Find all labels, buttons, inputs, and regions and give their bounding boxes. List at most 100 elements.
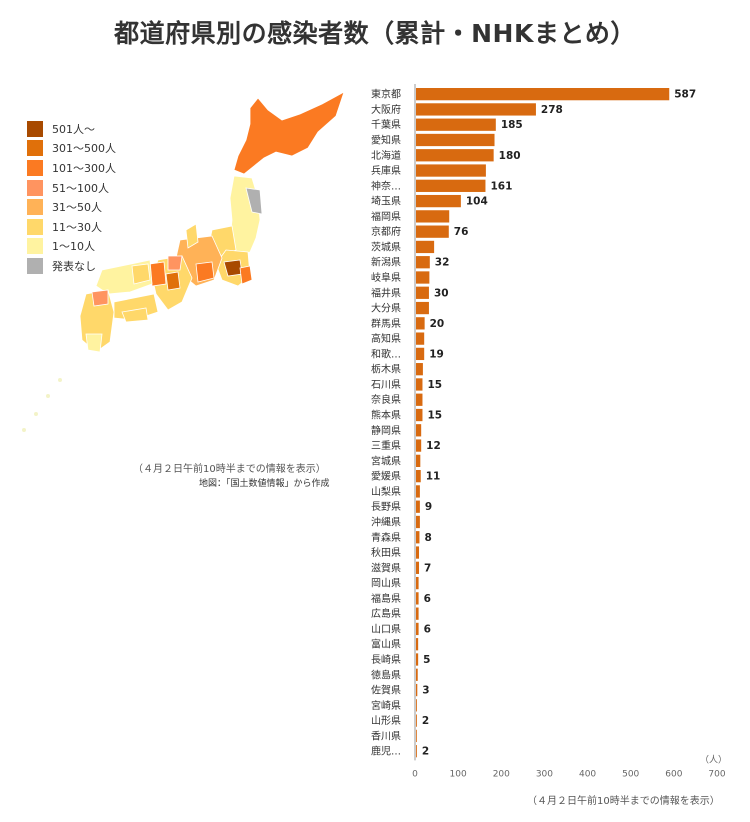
legend-swatch: [27, 199, 43, 216]
data-bar: [416, 133, 495, 147]
legend-swatch: [27, 257, 43, 274]
data-bar: [416, 271, 430, 284]
data-label: 2: [422, 746, 429, 758]
kochi-shape: [121, 307, 149, 323]
category-label: 栃木県: [371, 363, 401, 376]
okayama-shape: [131, 263, 151, 285]
category-label: 愛媛県: [371, 470, 401, 483]
data-bar: [416, 500, 420, 513]
legend-item: 発表なし: [27, 256, 116, 276]
category-label: 福岡県: [371, 210, 401, 223]
legend-label: 1～10人: [52, 240, 95, 254]
map-credit: 地図：「国土数値情報」から作成: [199, 479, 330, 489]
hokkaido-shape: [233, 91, 345, 175]
category-label: 沖縄県: [371, 515, 401, 528]
kyoto-shape: [167, 255, 183, 271]
data-bar: [416, 225, 449, 238]
legend-label: 501人～: [52, 122, 95, 136]
chart-note: （４月２日午前10時半までの情報を表示）: [527, 796, 720, 807]
category-label: 福島県: [371, 592, 401, 605]
category-label: 京都府: [371, 225, 401, 238]
data-label: 11: [426, 471, 441, 483]
category-label: 徳島県: [371, 668, 401, 681]
category-label: 滋賀県: [371, 561, 401, 574]
category-label: 山口県: [371, 623, 401, 635]
category-label: 山形県: [371, 715, 401, 727]
x-tick-label: 700: [708, 769, 725, 779]
x-tick-label: 200: [493, 769, 510, 779]
category-label: 三重県: [371, 439, 401, 452]
japan-prefecture-shapes: [79, 91, 345, 353]
legend-label: 301～500人: [52, 142, 116, 156]
legend-item: 31～50人: [27, 197, 116, 217]
legend-swatch: [27, 218, 43, 235]
category-label: 秋田県: [371, 546, 401, 559]
osaka-shape: [165, 271, 181, 291]
data-bar: [416, 103, 536, 116]
category-label: 兵庫県: [371, 164, 401, 177]
data-bar: [416, 408, 423, 422]
data-bar: [416, 515, 420, 529]
legend-item: 11～30人: [27, 217, 116, 237]
data-bar: [416, 683, 418, 697]
category-label: 北海道: [371, 149, 401, 162]
japan-map: [22, 91, 345, 432]
legend-label: 11～30人: [52, 220, 102, 234]
data-bar: [416, 88, 670, 101]
category-label: 青森県: [371, 531, 401, 544]
legend-swatch: [27, 140, 43, 157]
category-label: 宮崎県: [371, 699, 401, 712]
legend-label: 51～100人: [52, 181, 109, 195]
okinawa-islands: [22, 378, 62, 432]
data-bar: [416, 194, 461, 208]
unit-label: （人）: [700, 754, 727, 765]
category-label: 奈良県: [371, 393, 401, 406]
x-tick-label: 400: [579, 769, 596, 779]
data-bar: [416, 607, 419, 620]
category-label: 茨城県: [371, 240, 401, 253]
data-label: 278: [541, 104, 563, 116]
data-bar: [416, 470, 421, 483]
data-bar: [416, 668, 418, 681]
data-bar: [416, 378, 423, 391]
category-label: 石川県: [371, 379, 401, 391]
category-label: 山梨県: [371, 485, 401, 498]
data-label: 20: [430, 318, 445, 330]
data-bar: [416, 638, 419, 651]
category-label: 鹿児…: [371, 745, 401, 758]
data-bar: [416, 210, 450, 223]
category-label: 埼玉県: [371, 195, 401, 208]
category-label: 高知県: [371, 332, 401, 345]
data-bar: [416, 714, 417, 727]
data-bar: [416, 576, 419, 590]
x-tick-label: 0: [412, 769, 418, 779]
map-note: （４月２日午前10時半までの情報を表示）: [133, 464, 326, 475]
legend-item: 51～100人: [27, 178, 116, 198]
category-label: 長野県: [371, 501, 401, 513]
category-label: 広島県: [371, 607, 401, 620]
kagoshima-shape: [85, 333, 103, 353]
aichi-shape: [195, 261, 215, 283]
category-label: 和歌…: [371, 347, 401, 360]
data-label: 3: [422, 685, 429, 697]
data-label: 180: [499, 150, 521, 162]
data-bar: [416, 424, 422, 437]
map-legend: 501人～ 301～500人 101～300人 51～100人 31～50人 11～30人…: [27, 119, 116, 276]
legend-swatch: [27, 159, 43, 176]
data-bar: [416, 745, 417, 758]
legend-item: 501人～: [27, 119, 116, 139]
data-label: 9: [425, 501, 432, 513]
data-label: 2: [422, 715, 429, 727]
data-bar: [416, 454, 421, 467]
category-label: 長崎県: [371, 653, 401, 666]
category-label: 群馬県: [371, 317, 401, 330]
category-label: 大分県: [371, 302, 401, 315]
data-bar: [416, 546, 420, 559]
category-label: 千葉県: [371, 118, 401, 131]
category-label: 神奈…: [371, 179, 401, 192]
data-bar: [416, 592, 419, 605]
data-label: 161: [490, 180, 512, 192]
category-label: 愛知県: [371, 133, 401, 146]
legend-label: 101～300人: [52, 161, 116, 175]
